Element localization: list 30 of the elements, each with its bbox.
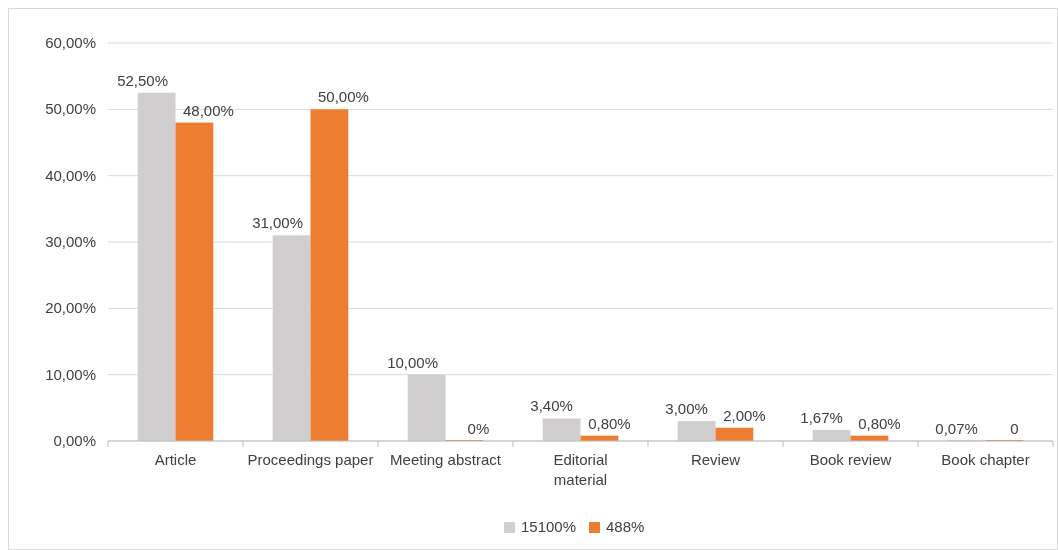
data-label: 3,00% xyxy=(665,400,708,418)
x-tick-label: Proceedings paper xyxy=(247,451,374,468)
x-tick-label: Meeting abstract xyxy=(390,451,502,468)
y-tick-label: 60,00% xyxy=(45,34,96,51)
data-label: 1,67% xyxy=(800,408,843,426)
y-tick-label: 10,00% xyxy=(45,365,96,383)
x-tick-label: Review xyxy=(690,451,741,468)
y-tick-label: 40,00% xyxy=(45,166,96,184)
data-label: 0,80% xyxy=(858,414,901,432)
y-tick-label: 20,00% xyxy=(45,299,96,317)
data-label: 0% xyxy=(467,420,490,437)
y-tick-label: 0,00% xyxy=(53,432,96,449)
y-tick-label: 50,00% xyxy=(45,100,96,118)
legend-label: 488% xyxy=(606,518,645,535)
data-label: 3,40% xyxy=(530,397,573,415)
y-tick-label: 30,00% xyxy=(45,233,96,250)
data-label: 48,00% xyxy=(182,101,234,119)
data-label: 0 xyxy=(1010,420,1019,437)
data-label: 31,00% xyxy=(252,214,304,232)
data-label: 10,00% xyxy=(387,353,439,371)
data-label: 0,80% xyxy=(588,414,631,432)
data-label: 0,07% xyxy=(935,419,978,437)
data-label: 50,00% xyxy=(317,88,369,106)
x-tick-label: Article xyxy=(154,451,197,468)
data-label: 2,00% xyxy=(723,406,766,424)
x-tick-label: Book chapter xyxy=(941,451,1030,468)
legend-label: 15100% xyxy=(521,518,577,535)
x-tick-label: Book review xyxy=(809,451,892,468)
data-label: 52,50% xyxy=(117,71,169,89)
x-tick-label: Editorial material xyxy=(553,451,608,488)
